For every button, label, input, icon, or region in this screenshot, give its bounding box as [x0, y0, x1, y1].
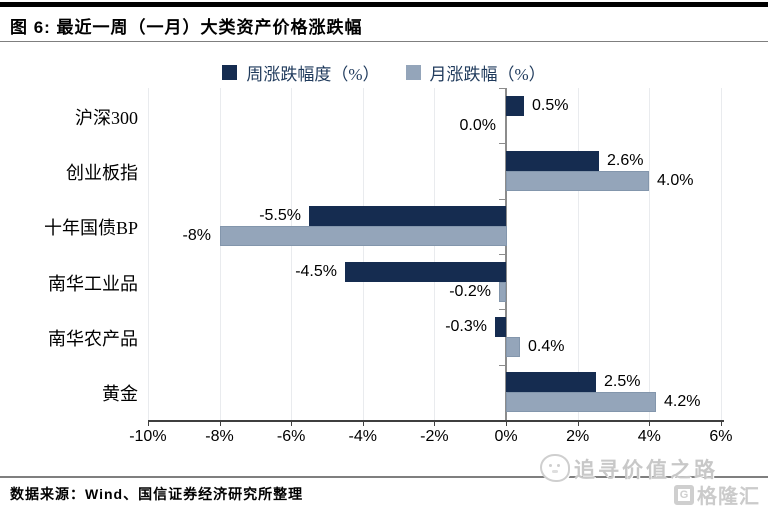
- bar-value-label: -5.5%: [259, 207, 301, 224]
- month-bar: [506, 337, 520, 357]
- zero-axis-line: [505, 88, 507, 420]
- gridline: [434, 88, 436, 420]
- watermark-brand-text: 追寻价值之路: [574, 459, 718, 482]
- x-axis-tick: [720, 420, 722, 426]
- category-label: 黄金: [102, 384, 138, 404]
- legend-label-month: 月涨跌幅（%）: [429, 65, 546, 84]
- week-bar: [309, 206, 507, 226]
- x-axis-tick: [219, 420, 221, 426]
- x-axis-tick: [506, 420, 507, 426]
- gridline: [577, 88, 579, 420]
- month-bar: [219, 226, 507, 246]
- x-axis-tick: [434, 420, 436, 426]
- category-axis-tick: [499, 143, 505, 144]
- category-label: 南华农产品: [48, 329, 138, 349]
- bar-value-label: 0.5%: [532, 97, 569, 114]
- watermark-logo: G 格隆汇: [674, 480, 760, 509]
- bar-value-label: -0.3%: [445, 318, 487, 335]
- week-bar: [344, 262, 506, 282]
- week-bar: [495, 317, 507, 337]
- bar-value-label: 4.2%: [664, 393, 701, 410]
- bar-value-label: 2.5%: [604, 373, 641, 390]
- month-series-swatch: [405, 65, 421, 80]
- category-axis-tick: [499, 365, 505, 366]
- bar-value-label: -8%: [182, 227, 211, 244]
- gridline: [291, 88, 293, 420]
- x-axis-tick: [577, 420, 579, 426]
- bar-value-label: 0.0%: [459, 117, 496, 134]
- header-top-rule: [0, 2, 768, 7]
- category-axis-tick: [499, 199, 505, 200]
- category-label: 南华工业品: [48, 274, 138, 294]
- bar-value-label: 2.6%: [607, 152, 644, 169]
- chart-legend: 周涨跌幅度（%） 月涨跌幅（%）: [0, 60, 768, 85]
- x-axis-line: [149, 420, 724, 422]
- x-axis-tick-label: -4%: [348, 428, 377, 445]
- mascot-icon: [540, 454, 570, 482]
- figure-title: 图 6: 最近一周（一月）大类资产价格涨跌幅: [10, 18, 363, 37]
- week-bar: [506, 151, 599, 171]
- x-axis-tick-label: -6%: [276, 428, 306, 445]
- gridline: [147, 88, 149, 420]
- gridline: [720, 88, 722, 420]
- gelonghui-g-icon: G: [674, 484, 694, 505]
- x-axis-tick: [291, 420, 293, 426]
- week-bar: [506, 96, 524, 116]
- mascot-eye-icon: [557, 464, 560, 467]
- category-axis-tick: [499, 254, 505, 255]
- data-source-note: 数据来源：Wind、国信证券经济研究所整理: [10, 486, 304, 502]
- watermark-logo-text: 格隆汇: [697, 486, 760, 508]
- week-series-swatch: [222, 65, 238, 80]
- bar-value-label: -0.2%: [449, 283, 491, 300]
- mascot-beak-icon: [552, 470, 558, 473]
- x-axis-tick-label: 2%: [566, 428, 590, 445]
- x-axis-tick-label: -2%: [420, 428, 449, 445]
- category-label: 十年国债BP: [43, 218, 138, 238]
- bar-value-label: -4.5%: [295, 263, 337, 280]
- legend-item-week: 周涨跌幅度（%）: [222, 60, 380, 85]
- gridline: [219, 88, 221, 420]
- month-bar: [506, 392, 656, 412]
- category-label: 创业板指: [66, 163, 138, 183]
- category-axis-tick: [499, 88, 505, 89]
- x-axis-tick: [147, 420, 149, 426]
- gridline: [362, 88, 364, 420]
- x-axis-tick-label: -10%: [129, 428, 167, 445]
- month-bar: [506, 171, 649, 191]
- title-divider: [0, 41, 768, 42]
- week-bar: [506, 372, 596, 392]
- footer-divider: [0, 476, 768, 478]
- legend-label-week: 周涨跌幅度（%）: [246, 65, 380, 84]
- category-label: 沪深300: [75, 108, 138, 128]
- month-bar: [498, 282, 506, 302]
- bar-value-label: 4.0%: [657, 172, 694, 189]
- bar-value-label: 0.4%: [528, 338, 565, 355]
- legend-item-month: 月涨跌幅（%）: [405, 60, 546, 85]
- category-axis-tick: [499, 309, 505, 310]
- watermark: 追寻价值之路 G 格隆汇: [536, 450, 766, 509]
- x-axis-tick: [362, 420, 364, 426]
- x-axis-tick-label: 6%: [709, 428, 733, 445]
- x-axis-tick-label: 4%: [637, 428, 661, 445]
- x-axis-tick: [649, 420, 651, 426]
- mascot-eye-icon: [549, 464, 552, 467]
- gridline: [649, 88, 651, 420]
- x-axis-tick-label: 0%: [494, 428, 518, 445]
- x-axis-tick-label: -8%: [205, 428, 234, 445]
